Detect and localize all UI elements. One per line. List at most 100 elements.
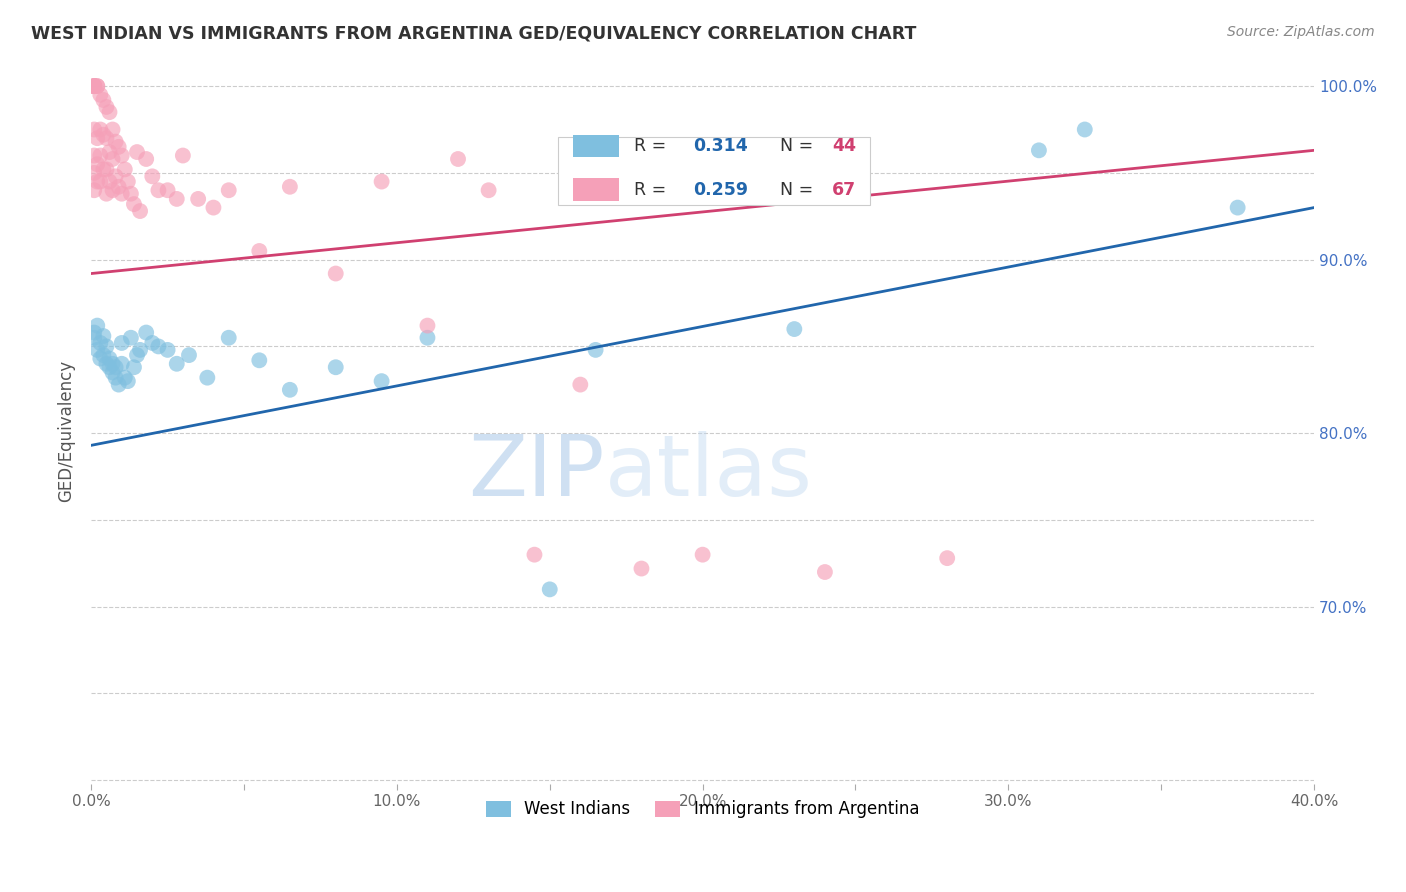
Point <box>104 360 127 375</box>
Point <box>83 331 105 345</box>
Point <box>478 183 501 197</box>
Point <box>111 186 134 201</box>
Point <box>96 162 118 177</box>
Point <box>83 326 105 340</box>
Point <box>86 175 108 189</box>
Point <box>83 166 105 180</box>
Point <box>141 335 163 350</box>
Point <box>104 135 127 149</box>
Point <box>93 128 115 142</box>
Point <box>104 169 127 184</box>
Text: atlas: atlas <box>605 432 813 515</box>
Point <box>83 148 105 162</box>
Point <box>125 145 148 159</box>
Point <box>96 339 118 353</box>
Point <box>135 152 157 166</box>
Point <box>1226 201 1249 215</box>
Point <box>156 183 179 197</box>
Point <box>447 152 470 166</box>
Point <box>86 343 108 357</box>
Text: 0.314: 0.314 <box>693 137 748 155</box>
Point <box>101 152 124 166</box>
Point <box>166 357 188 371</box>
Point <box>93 93 115 107</box>
Text: 44: 44 <box>832 137 856 155</box>
Point <box>86 318 108 333</box>
Point <box>83 79 105 94</box>
Point <box>86 79 108 94</box>
Text: WEST INDIAN VS IMMIGRANTS FROM ARGENTINA GED/EQUIVALENCY CORRELATION CHART: WEST INDIAN VS IMMIGRANTS FROM ARGENTINA… <box>31 25 917 43</box>
Point <box>538 582 561 597</box>
Point <box>83 79 105 94</box>
Text: N =: N = <box>769 137 818 155</box>
FancyBboxPatch shape <box>558 137 870 204</box>
Text: Source: ZipAtlas.com: Source: ZipAtlas.com <box>1227 25 1375 39</box>
Point <box>101 183 124 197</box>
Point <box>98 145 121 159</box>
Text: 67: 67 <box>832 181 856 199</box>
Point <box>107 140 129 154</box>
Point <box>278 383 301 397</box>
Point <box>148 183 170 197</box>
Point <box>936 551 959 566</box>
Point <box>148 339 170 353</box>
Point <box>416 331 439 345</box>
Point <box>129 343 152 357</box>
Point <box>120 186 142 201</box>
Point <box>278 179 301 194</box>
Y-axis label: GED/Equivalency: GED/Equivalency <box>58 359 75 501</box>
Point <box>325 267 347 281</box>
Text: R =: R = <box>634 137 672 155</box>
Point <box>416 318 439 333</box>
Point <box>117 175 139 189</box>
Point <box>89 351 111 366</box>
FancyBboxPatch shape <box>574 178 620 201</box>
Point <box>89 335 111 350</box>
Point <box>523 548 546 562</box>
Point <box>247 244 270 258</box>
Point <box>202 201 225 215</box>
Point <box>86 131 108 145</box>
Point <box>783 322 806 336</box>
Point <box>96 357 118 371</box>
Point <box>187 192 209 206</box>
Text: ZIP: ZIP <box>468 432 605 515</box>
Point <box>122 360 145 375</box>
Point <box>114 162 136 177</box>
Point <box>83 183 105 197</box>
Point <box>692 548 714 562</box>
Point <box>120 331 142 345</box>
Point <box>166 192 188 206</box>
Point <box>218 331 240 345</box>
Point <box>125 348 148 362</box>
Point <box>83 122 105 136</box>
Point <box>1028 144 1050 158</box>
Point <box>83 79 105 94</box>
Point <box>111 357 134 371</box>
Point <box>218 183 240 197</box>
Point <box>814 565 837 579</box>
Point <box>83 79 105 94</box>
Point <box>98 105 121 120</box>
Point <box>89 87 111 102</box>
FancyBboxPatch shape <box>574 135 620 157</box>
Point <box>98 360 121 375</box>
Point <box>117 374 139 388</box>
Point <box>98 351 121 366</box>
Point <box>156 343 179 357</box>
Point <box>98 175 121 189</box>
Text: 0.259: 0.259 <box>693 181 748 199</box>
Point <box>93 329 115 343</box>
Point <box>83 79 105 94</box>
Point <box>89 175 111 189</box>
Point <box>141 169 163 184</box>
Point <box>101 357 124 371</box>
Point <box>370 175 392 189</box>
Point <box>101 122 124 136</box>
Point <box>107 377 129 392</box>
Point <box>135 326 157 340</box>
Point <box>93 348 115 362</box>
Point <box>172 148 194 162</box>
Point <box>630 561 652 575</box>
Point <box>111 148 134 162</box>
